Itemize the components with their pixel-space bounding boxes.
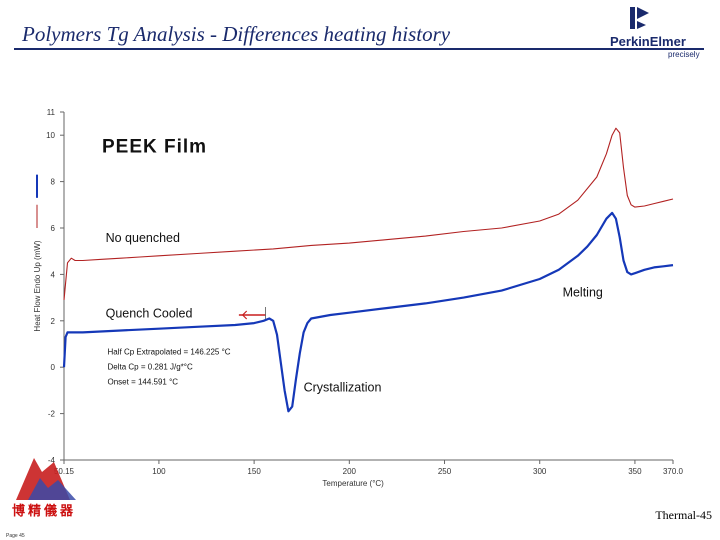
perkinelmer-logo: PerkinElmer precisely <box>610 4 710 64</box>
logo-tagline: precisely <box>668 50 700 59</box>
company-logo-icon <box>16 458 76 500</box>
x-tick-label: 370.0 <box>663 467 684 476</box>
x-tick-label: 200 <box>343 467 357 476</box>
logo-wordmark: PerkinElmer <box>610 34 686 49</box>
slide-title: Polymers Tg Analysis - Differences heati… <box>22 22 451 46</box>
x-tick-label: 150 <box>247 467 261 476</box>
title-divider <box>14 48 704 50</box>
chart-annotation: Quench Cooled <box>106 306 193 320</box>
chart-annotation: No quenched <box>106 231 180 245</box>
x-tick-label: 350 <box>628 467 642 476</box>
tg-result-annotation: Onset = 144.591 °C <box>108 378 179 387</box>
series-line-no-quenched <box>63 127 674 300</box>
y-tick-label: 10 <box>46 131 55 140</box>
chart-axes <box>36 111 674 464</box>
tg-marker-arrow <box>241 310 248 320</box>
chart-annotation: Crystallization <box>304 381 382 395</box>
tg-result-annotation: Half Cp Extrapolated = 146.225 °C <box>108 347 231 356</box>
page-number: Page 45 <box>6 533 25 539</box>
perkinelmer-logo-icon <box>630 7 649 29</box>
x-axis-label: Temperature (°C) <box>322 479 384 488</box>
x-tick-label: 50.15 <box>54 467 75 476</box>
y-tick-label: -2 <box>48 410 56 419</box>
y-axis-label: Heat Flow Endo Up (mW) <box>33 240 42 331</box>
chart-title: PEEK Film <box>102 137 207 158</box>
x-tick-label: 250 <box>438 467 452 476</box>
slide-footer-label: Thermal-45 <box>655 508 712 522</box>
y-tick-label: -4 <box>48 456 56 465</box>
y-tick-label: 8 <box>51 178 56 187</box>
chart-labels: 11 10 8 6 4 2 0 -2 -4 50.15 100 150 200 250 300 350 370.… <box>33 108 684 488</box>
y-tick-label: 6 <box>51 224 56 233</box>
chart-annotation: Melting <box>563 285 603 299</box>
y-tick-label: 4 <box>51 270 56 279</box>
y-tick-label: 11 <box>47 108 56 117</box>
tg-result-annotation: Delta Cp = 0.281 J/g*°C <box>108 363 193 372</box>
series-line-quench-cooled <box>62 211 674 413</box>
x-tick-label: 300 <box>533 467 547 476</box>
chart-series <box>62 127 674 413</box>
y-tick-label: 2 <box>51 317 56 326</box>
company-name: 博精儀器 <box>12 504 77 519</box>
x-tick-label: 100 <box>152 467 166 476</box>
y-tick-label: 0 <box>51 363 56 372</box>
